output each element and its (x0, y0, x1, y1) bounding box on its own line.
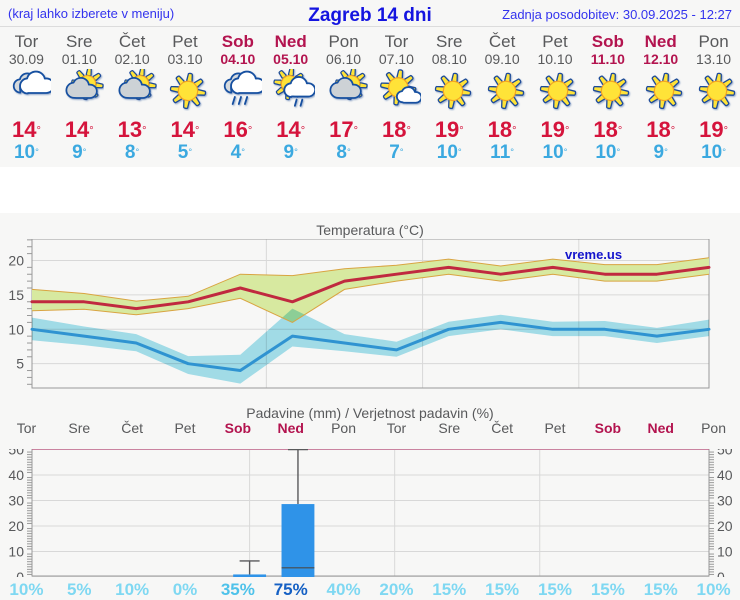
svg-text:5: 5 (16, 356, 24, 372)
svg-text:20: 20 (717, 518, 733, 534)
svg-text:10: 10 (8, 544, 24, 560)
svg-text:15: 15 (8, 287, 24, 303)
svg-text:30: 30 (717, 493, 733, 509)
svg-text:50: 50 (717, 449, 733, 458)
svg-text:20: 20 (8, 252, 24, 268)
svg-text:20: 20 (8, 518, 24, 534)
svg-text:50: 50 (8, 449, 24, 458)
svg-text:40: 40 (8, 467, 24, 483)
svg-text:40: 40 (717, 467, 733, 483)
svg-text:10: 10 (8, 321, 24, 337)
svg-text:0: 0 (717, 569, 725, 577)
svg-text:30: 30 (8, 493, 24, 509)
svg-text:vreme.us: vreme.us (565, 247, 622, 262)
svg-text:10: 10 (717, 544, 733, 560)
svg-text:0: 0 (16, 569, 24, 577)
